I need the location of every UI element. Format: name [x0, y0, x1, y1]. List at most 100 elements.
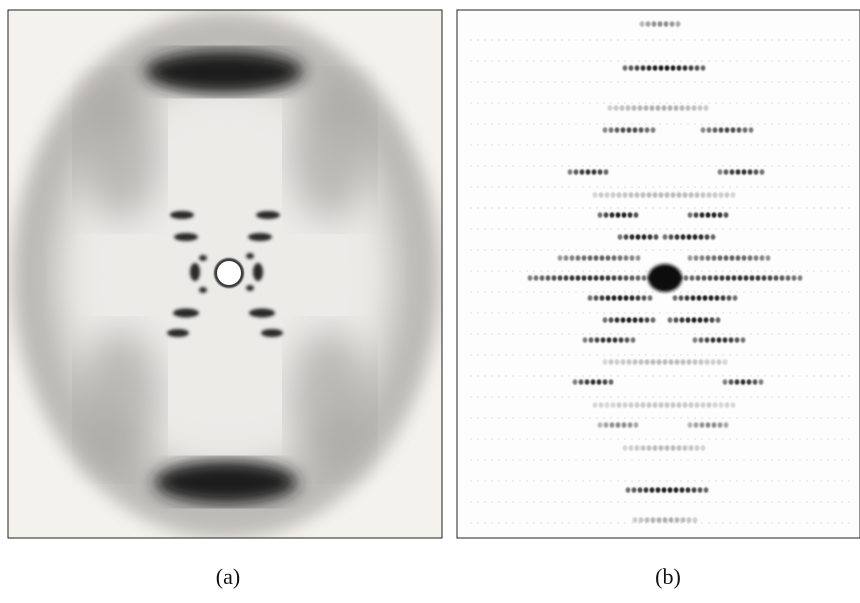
diffraction-spot [635, 234, 641, 240]
diffraction-spot [717, 169, 723, 175]
diffraction-spot [694, 192, 700, 198]
diffraction-spot [623, 234, 629, 240]
diffraction-spot [579, 169, 585, 175]
diffraction-spot [621, 212, 627, 218]
diffraction-spot [714, 295, 720, 301]
diffraction-spot [591, 169, 597, 175]
diffraction-spot [690, 295, 696, 301]
diffraction-spot [629, 234, 635, 240]
diffraction-spot [758, 379, 764, 385]
diffraction-spot [705, 212, 711, 218]
diffraction-spot [593, 295, 599, 301]
diffraction-spot [753, 169, 759, 175]
diffraction-spot [533, 275, 539, 281]
diffraction-spot [652, 445, 658, 451]
diffraction-spot [712, 402, 718, 408]
diffraction-spot [689, 275, 695, 281]
diffraction-spot [605, 295, 611, 301]
diffraction-spot [585, 169, 591, 175]
diffraction-spot [697, 105, 703, 111]
diffraction-spot [722, 379, 728, 385]
diffraction-spot [572, 379, 578, 385]
diffraction-spot [703, 105, 709, 111]
diffraction-spot [691, 105, 697, 111]
diffraction-spot [625, 487, 631, 493]
diffraction-spot [674, 359, 680, 365]
diffraction-spot [759, 255, 765, 261]
diffraction-spot [730, 402, 736, 408]
diffraction-spot [623, 255, 629, 261]
diffraction-spot [682, 192, 688, 198]
diffraction-spot [667, 317, 673, 323]
diffraction-spot [640, 445, 646, 451]
diffraction-spot [755, 275, 761, 281]
diffraction-spot [743, 275, 749, 281]
diffraction-spot [608, 127, 614, 133]
diffraction-spot [624, 337, 630, 343]
diffraction-spot [599, 255, 605, 261]
diffraction-spot [608, 359, 614, 365]
diffraction-spot [767, 275, 773, 281]
diffraction-spot [661, 105, 667, 111]
diffraction-spot [639, 21, 645, 27]
diffraction-spot [653, 234, 659, 240]
diffraction-spot [729, 169, 735, 175]
diffraction-spot [747, 255, 753, 261]
diffraction-spot [687, 255, 693, 261]
diffraction-spot [615, 422, 621, 428]
diffraction-spot [664, 192, 670, 198]
diffraction-spot [682, 402, 688, 408]
diffraction-spot [635, 255, 641, 261]
diffraction-spot [619, 105, 625, 111]
diffraction-spot [641, 234, 647, 240]
diffraction-spot [629, 255, 635, 261]
diffraction-spot [698, 359, 704, 365]
diffraction-spot [596, 379, 602, 385]
diffraction-spot [638, 317, 644, 323]
diffraction-spot [662, 517, 668, 523]
diffraction-spot [644, 359, 650, 365]
diffraction-spot [631, 105, 637, 111]
diffraction-spot [615, 212, 621, 218]
diffraction-spot [638, 359, 644, 365]
diffraction-spot [693, 422, 699, 428]
diffraction-spot [539, 275, 545, 281]
diffraction-spot [594, 337, 600, 343]
diffraction-spot [697, 487, 703, 493]
diffraction-spot [759, 169, 765, 175]
diffraction-spot [567, 169, 573, 175]
caption: (b) [655, 564, 681, 589]
diffraction-spot [592, 402, 598, 408]
diffraction-spot [658, 402, 664, 408]
diffraction-spot [723, 212, 729, 218]
diffraction-spot [735, 169, 741, 175]
diffraction-spot [703, 487, 709, 493]
diffraction-spot [749, 275, 755, 281]
diffraction-spot [638, 517, 644, 523]
diffraction-spot [723, 422, 729, 428]
diffraction-spot [614, 359, 620, 365]
diffraction-spot [688, 192, 694, 198]
diffraction-spot [704, 337, 710, 343]
diffraction-spot [604, 192, 610, 198]
diffraction-spot [644, 127, 650, 133]
diffraction-spot [735, 255, 741, 261]
diffraction-spot [588, 337, 594, 343]
diffraction-spot [708, 295, 714, 301]
diffraction-spot [597, 422, 603, 428]
diffraction-spot [620, 127, 626, 133]
diffraction-spot [664, 402, 670, 408]
diffraction-spot [651, 21, 657, 27]
diffraction-spot [705, 255, 711, 261]
diffraction-spot [634, 65, 640, 71]
diffraction-spot [709, 317, 715, 323]
diffraction-spot [646, 65, 652, 71]
diffraction-spot [597, 212, 603, 218]
diffraction-spot [752, 379, 758, 385]
diffraction-spot [569, 255, 575, 261]
diffraction-spot [736, 127, 742, 133]
diffraction-spot [718, 192, 724, 198]
diffraction-spot [609, 422, 615, 428]
diffraction-spot [628, 402, 634, 408]
